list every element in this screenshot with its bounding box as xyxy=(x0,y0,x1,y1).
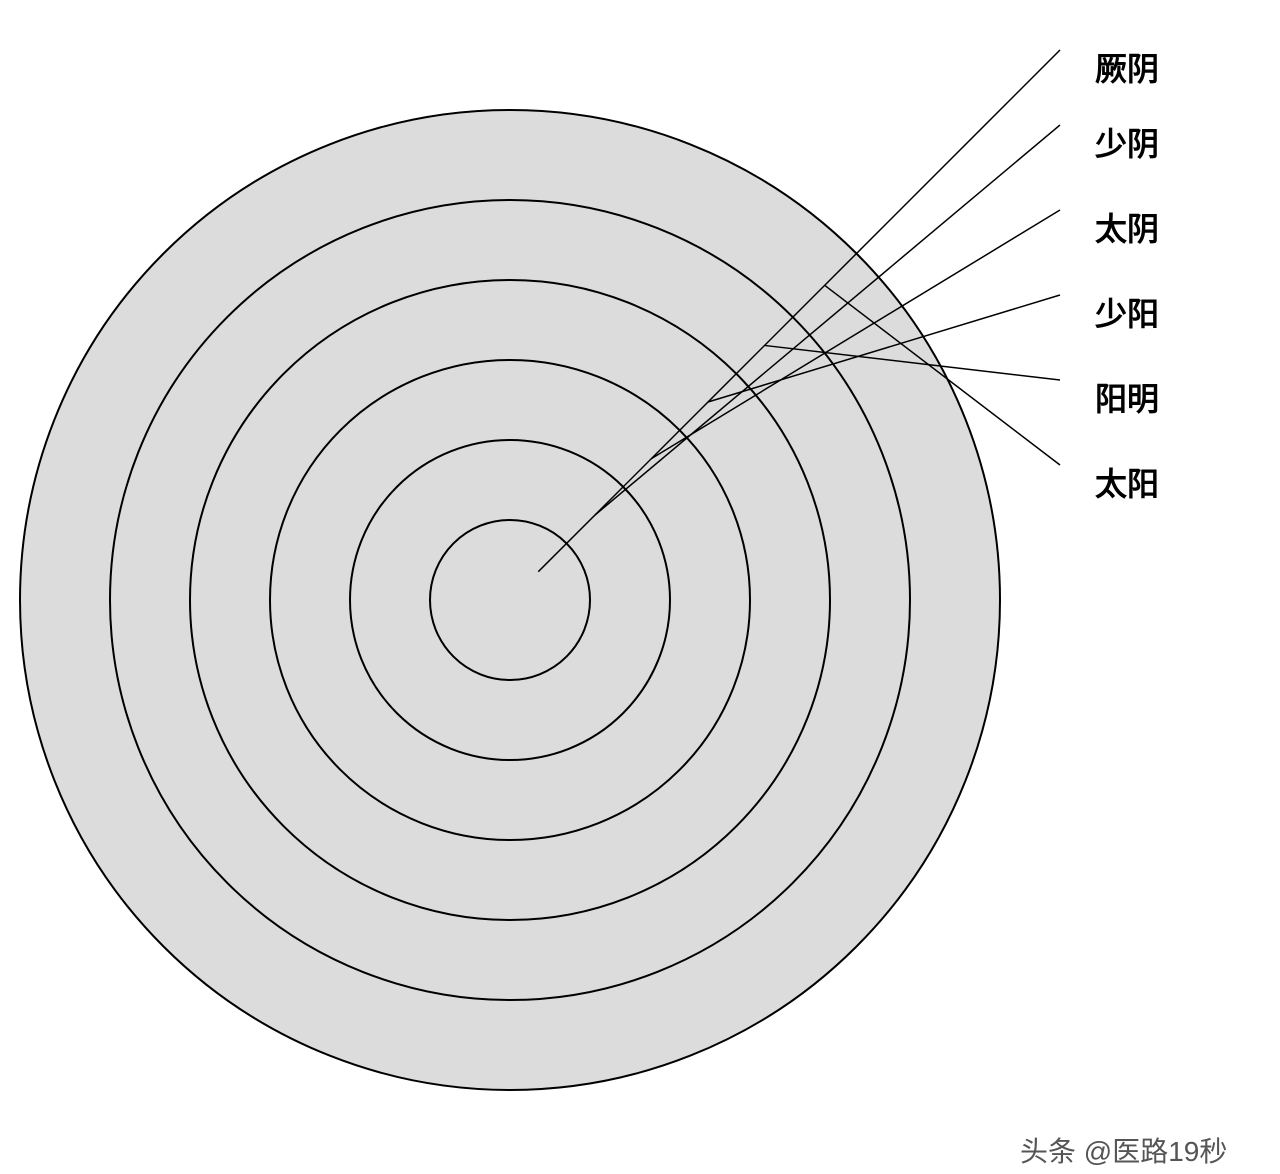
diagram-svg xyxy=(0,0,1280,1169)
watermark-text: 头条 @医路19秒 xyxy=(1020,1130,1227,1170)
ring-label-4: 阳明 xyxy=(1095,374,1159,420)
ring-label-5: 太阳 xyxy=(1095,459,1159,505)
ring-label-3: 少阳 xyxy=(1095,289,1159,335)
ring-label-1: 少阴 xyxy=(1095,119,1159,165)
concentric-diagram xyxy=(0,0,1280,1169)
ring-label-0: 厥阴 xyxy=(1095,44,1159,90)
ring-label-2: 太阴 xyxy=(1095,204,1159,250)
